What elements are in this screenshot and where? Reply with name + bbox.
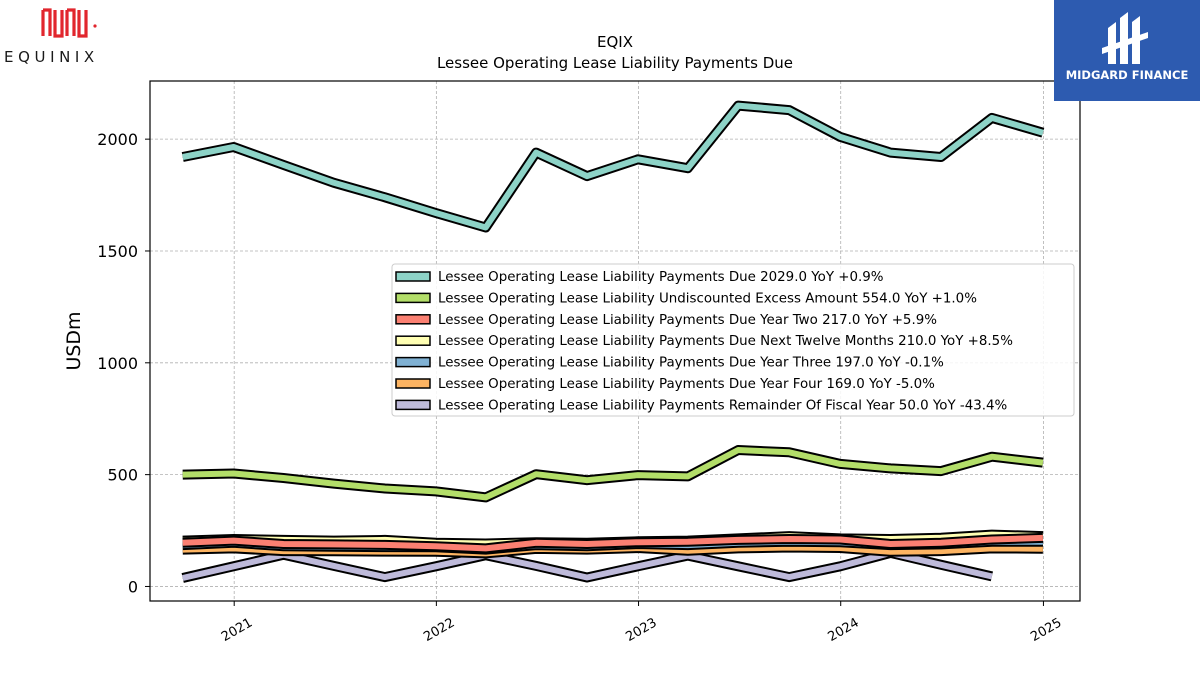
y-tick-label: 0 bbox=[128, 577, 138, 596]
legend: Lessee Operating Lease Liability Payment… bbox=[391, 263, 1075, 417]
legend-swatch bbox=[395, 335, 431, 346]
x-tick-label: 2021 bbox=[219, 615, 255, 645]
x-tick-label: 2022 bbox=[421, 615, 457, 645]
y-axis-label: USDm bbox=[63, 311, 85, 370]
legend-swatch bbox=[395, 378, 431, 389]
series-layer bbox=[181, 100, 1045, 583]
y-axis: 0 500 1000 1500 2000 bbox=[97, 130, 150, 596]
series-line-lessee-operating-lease-liability-payments-due bbox=[182, 102, 1044, 231]
legend-label: Lessee Operating Lease Liability Payment… bbox=[438, 398, 1007, 413]
legend-label: Lessee Operating Lease Liability Payment… bbox=[438, 334, 1013, 349]
legend-box bbox=[391, 263, 1075, 417]
equinix-logo-text: EQUINIX bbox=[4, 48, 99, 66]
legend-swatch bbox=[395, 314, 431, 325]
series-outline-lessee-operating-lease-liability-undiscounted-excess-amount bbox=[182, 445, 1044, 503]
legend-label: Lessee Operating Lease Liability Undisco… bbox=[438, 291, 977, 306]
legend-label: Lessee Operating Lease Liability Payment… bbox=[438, 377, 935, 392]
y-tick-label: 2000 bbox=[97, 130, 138, 149]
chart-subtitle: Lessee Operating Lease Liability Payment… bbox=[437, 54, 793, 72]
equinix-logo: EQUINIX bbox=[4, 6, 122, 66]
legend-swatch bbox=[395, 292, 431, 304]
legend-swatch bbox=[395, 271, 431, 282]
x-axis: 2021 2022 2023 2024 2025 bbox=[219, 601, 1064, 645]
legend-swatch bbox=[395, 356, 431, 368]
legend-swatch bbox=[395, 399, 431, 411]
legend-label: Lessee Operating Lease Liability Payment… bbox=[438, 356, 944, 371]
midgard-logo-text: MIDGARD FINANCE bbox=[1065, 68, 1189, 82]
legend-label: Lessee Operating Lease Liability Payment… bbox=[438, 270, 884, 285]
plot-frame bbox=[149, 80, 1081, 602]
x-tick-label: 2025 bbox=[1028, 615, 1064, 645]
midgard-logo-mark bbox=[1102, 12, 1148, 64]
midgard-finance-logo: MIDGARD FINANCE bbox=[1054, 0, 1200, 101]
chart-title: EQIX bbox=[597, 33, 633, 51]
y-tick-label: 1500 bbox=[97, 242, 138, 261]
x-tick-label: 2024 bbox=[826, 615, 862, 645]
series-line-lessee-operating-lease-liability-payments-due-year-two bbox=[182, 534, 1043, 552]
y-tick-label: 1000 bbox=[97, 354, 138, 373]
series-line-lessee-operating-lease-liability-undiscounted-excess-amount bbox=[182, 447, 1044, 501]
series-line-lessee-operating-lease-liability-payments-remainder-of-fiscal-year bbox=[182, 549, 993, 581]
equinix-logo-mark bbox=[41, 8, 97, 38]
y-tick-label: 500 bbox=[107, 466, 138, 485]
x-tick-label: 2023 bbox=[623, 615, 659, 645]
legend-label: Lessee Operating Lease Liability Payment… bbox=[438, 313, 937, 328]
